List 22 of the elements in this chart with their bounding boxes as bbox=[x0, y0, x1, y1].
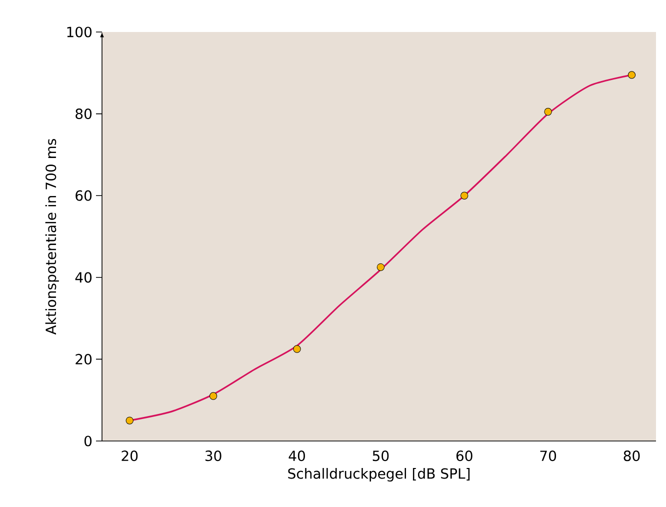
x-tick-label: 60 bbox=[456, 450, 472, 462]
x-tick-label: 20 bbox=[122, 450, 138, 462]
x-axis-title: Schalldruckpegel [dB SPL] bbox=[288, 468, 470, 482]
x-tick-label: 70 bbox=[540, 450, 556, 462]
x-tick-label: 40 bbox=[288, 450, 305, 462]
point bbox=[209, 392, 218, 400]
y-axis-title: Aktionspotentiale in 700 ms bbox=[45, 138, 59, 335]
point bbox=[628, 71, 636, 79]
y-tick-label: 80 bbox=[76, 108, 92, 120]
point bbox=[293, 345, 301, 353]
point bbox=[460, 192, 468, 200]
point bbox=[544, 108, 552, 116]
y-tick-label: 0 bbox=[84, 436, 92, 446]
y-tick-label: 20 bbox=[76, 354, 92, 364]
y-tick-label: 40 bbox=[75, 272, 92, 283]
point bbox=[376, 263, 385, 272]
point bbox=[126, 416, 134, 424]
y-tick-label: 100 bbox=[67, 26, 92, 38]
x-tick-label: 80 bbox=[624, 450, 640, 462]
x-tick-label: 50 bbox=[372, 450, 389, 462]
y-tick-label: 60 bbox=[76, 190, 92, 201]
x-tick-label: 30 bbox=[205, 450, 222, 462]
